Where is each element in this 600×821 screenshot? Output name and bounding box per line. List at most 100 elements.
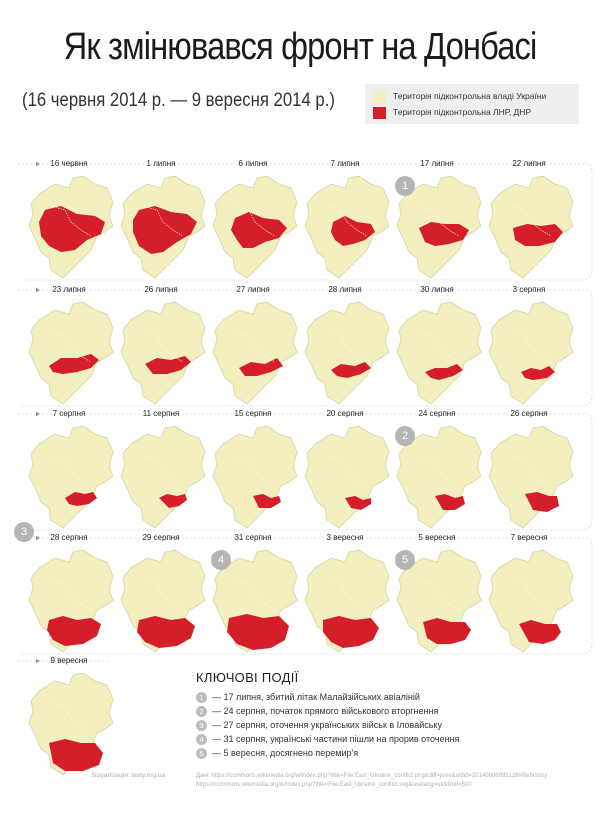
separatist-territory [49,354,99,374]
region-outline [396,549,482,653]
events-title: КЛЮЧОВІ ПОДІЇ [196,670,299,685]
separatist-territory [419,222,469,246]
credit: Візуалізація: texty.org.ua [92,772,166,779]
map-thumbnail [488,175,574,279]
region-outline [488,301,574,405]
oblast-border [326,579,368,611]
map-thumbnail [28,425,114,529]
event-number: 2 [196,706,207,717]
separatist-territory [145,356,191,374]
region-outline [488,549,574,653]
separatist-territory [231,212,287,248]
event-text: — 17 липня, збитий літак Малайзійських а… [212,692,420,702]
date-label: 22 липня [512,159,546,168]
date-label: 29 серпня [142,533,180,542]
date-label: 9 вересня [50,656,88,665]
region-outline [304,301,390,405]
separatist-territory [239,358,283,376]
oblast-border [510,205,552,237]
timeline-arrow-icon [36,658,40,664]
region-outline [212,301,298,405]
map-thumbnail [304,425,390,529]
date-label: 5 вересня [418,533,456,542]
region-outline [488,425,574,529]
separatist-territory [323,616,379,648]
event-number: 4 [196,734,207,745]
event-marker: 3 [14,522,34,542]
legend-label-separatist: Територія підконтрольна ЛНР, ДНР [393,107,532,117]
separatist-territory [137,616,195,648]
date-label: 7 липня [330,159,360,168]
separatist-territory [345,496,371,510]
page-title: Як змінювався фронт на Донбасі [63,26,538,68]
timeline-connector [18,413,593,531]
event-text: — 24 серпня, початок прямого військового… [212,706,439,716]
event-text: — 5 вересня, досягнено перемир'я [212,748,359,758]
timeline-connector [18,537,593,655]
date-label: 27 липня [236,285,270,294]
timeline-arrow-icon [36,535,40,541]
separatist-territory [423,618,471,644]
separatist-territory [227,614,289,650]
map-thumbnail [488,549,574,653]
date-label: 24 серпня [418,409,456,418]
region-outline [396,425,482,529]
date-label: 30 липня [420,285,454,294]
map-thumbnail [396,425,482,529]
date-label: 20 серпня [326,409,364,418]
oblast-border [510,455,552,487]
map-thumbnail [212,175,298,279]
date-label: 28 липня [328,285,362,294]
date-label: 7 серпня [52,409,86,418]
region-outline [28,425,114,529]
separatist-territory [331,362,371,378]
oblast-border [326,205,368,237]
oblast-border [418,455,460,487]
separatist-territory [513,224,563,246]
timeline-connector [18,163,593,281]
separatist-territory [65,492,97,506]
separatist-territory [525,492,559,512]
map-thumbnail [120,301,206,405]
oblast-border [142,579,184,611]
date-label: 1 липня [146,159,176,168]
map-thumbnail [28,549,114,653]
timeline-arrow-icon [36,161,40,167]
date-label: 31 серпня [234,533,272,542]
map-thumbnail [304,175,390,279]
date-label: 3 вересня [326,533,364,542]
separatist-territory [49,739,103,771]
region-outline [28,672,114,776]
oblast-border [234,455,276,487]
region-outline [212,425,298,529]
map-thumbnail [212,549,298,653]
oblast-border [234,205,276,237]
event-marker: 4 [211,550,231,570]
oblast-border [50,579,92,611]
oblast-border [142,455,184,487]
legend-label-ukraine: Територія підконтрольна владі України [393,91,547,101]
map-thumbnail [120,175,206,279]
region-outline [304,425,390,529]
map-thumbnail [212,425,298,529]
event-text: — 31 серпня, українські частини пішли на… [212,734,460,744]
oblast-border [326,455,368,487]
legend-swatch-ukraine [373,91,386,103]
separatist-territory [253,494,281,508]
date-label: 28 серпня [50,533,88,542]
date-label: 23 липня [52,285,86,294]
oblast-border [418,205,460,237]
oblast-border [510,579,552,611]
oblast-border [510,331,552,363]
event-number: 3 [196,720,207,731]
date-label: 17 липня [420,159,454,168]
map-thumbnail [488,301,574,405]
map-thumbnail [28,672,114,776]
oblast-border [418,579,460,611]
map-thumbnail [396,549,482,653]
separatist-territory [47,616,101,646]
separatist-territory [435,494,465,510]
date-label: 6 липня [238,159,268,168]
source-line: https://commons.wikimedia.org/w/index.ph… [196,782,472,788]
